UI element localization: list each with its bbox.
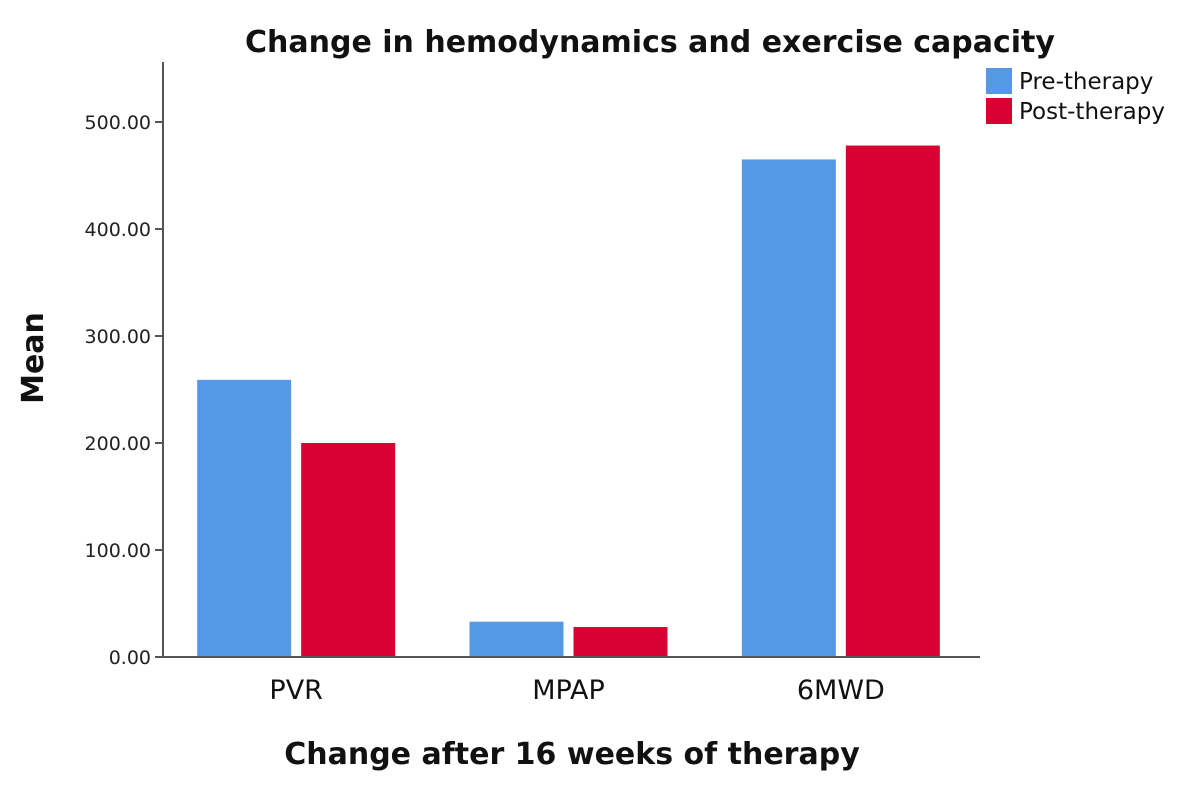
y-tick-label: 500.00 [85,112,151,134]
y-tick-label: 400.00 [85,219,151,241]
bars [197,145,940,658]
legend-label: Pre-therapy [1019,69,1153,95]
x-tick-label: 6MWD [797,675,885,706]
x-axis-label: Change after 16 weeks of therapy [284,737,860,772]
y-axis-label: Mean [16,312,51,404]
x-tick-label: MPAP [532,675,605,706]
y-tick-label: 100.00 [85,540,151,562]
x-axis-ticks: PVR MPAP 6MWD [269,675,884,706]
x-tick-label: PVR [269,675,323,706]
bar-mpap-pre-therapy [469,621,564,657]
y-axis-ticks: 0.00 100.00 200.00 300.00 400.00 500.00 [85,112,163,669]
y-tick-label: 200.00 [85,433,151,455]
legend: Pre-therapy Post-therapy [986,68,1165,125]
chart-title: Change in hemodynamics and exercise capa… [245,25,1055,60]
bar-pvr-post-therapy [301,443,396,657]
y-tick-label: 300.00 [85,326,151,348]
bar-mpap-post-therapy [573,627,668,657]
legend-swatch [986,98,1012,124]
legend-swatch [986,68,1012,94]
legend-label: Post-therapy [1019,99,1165,125]
y-tick-label: 0.00 [109,647,151,669]
bar-6mwd-post-therapy [845,145,940,658]
bar-pvr-pre-therapy [197,379,292,657]
bar-6mwd-pre-therapy [741,159,836,657]
